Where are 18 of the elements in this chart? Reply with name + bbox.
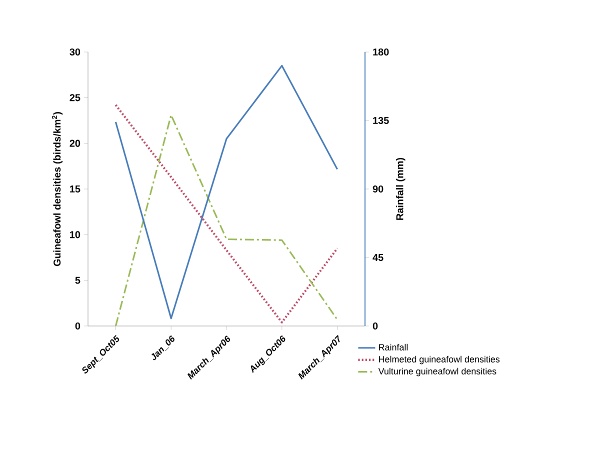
y2-tick-label: 135 (373, 116, 389, 124)
y-tick-label: 20 (70, 140, 80, 147)
legend-label: Vulturine guineafowl densities (378, 368, 496, 376)
legend-label: Rainfall (379, 344, 408, 350)
y-tick-label: 0 (75, 322, 80, 330)
y-tick-label: 10 (70, 231, 80, 238)
y-tick-label: 5 (75, 276, 80, 284)
y2-tick-label: 45 (372, 254, 384, 261)
legend-label: Helmeted guineafowl densities (379, 356, 500, 364)
y-tick-label: 25 (70, 94, 80, 102)
y2-tick-label: 180 (373, 48, 389, 56)
y-tick-label: 30 (70, 48, 80, 56)
line-series (114, 64, 338, 320)
y2-tick-label: 0 (372, 322, 378, 330)
y2-tick-label: 90 (372, 185, 384, 193)
y-axis-title: Guineafowl densities (birds/km$^{2}$) (52, 112, 63, 266)
y2-axis-title: Rainfall (mm) (396, 158, 406, 220)
y-tick-label: 15 (70, 186, 80, 192)
